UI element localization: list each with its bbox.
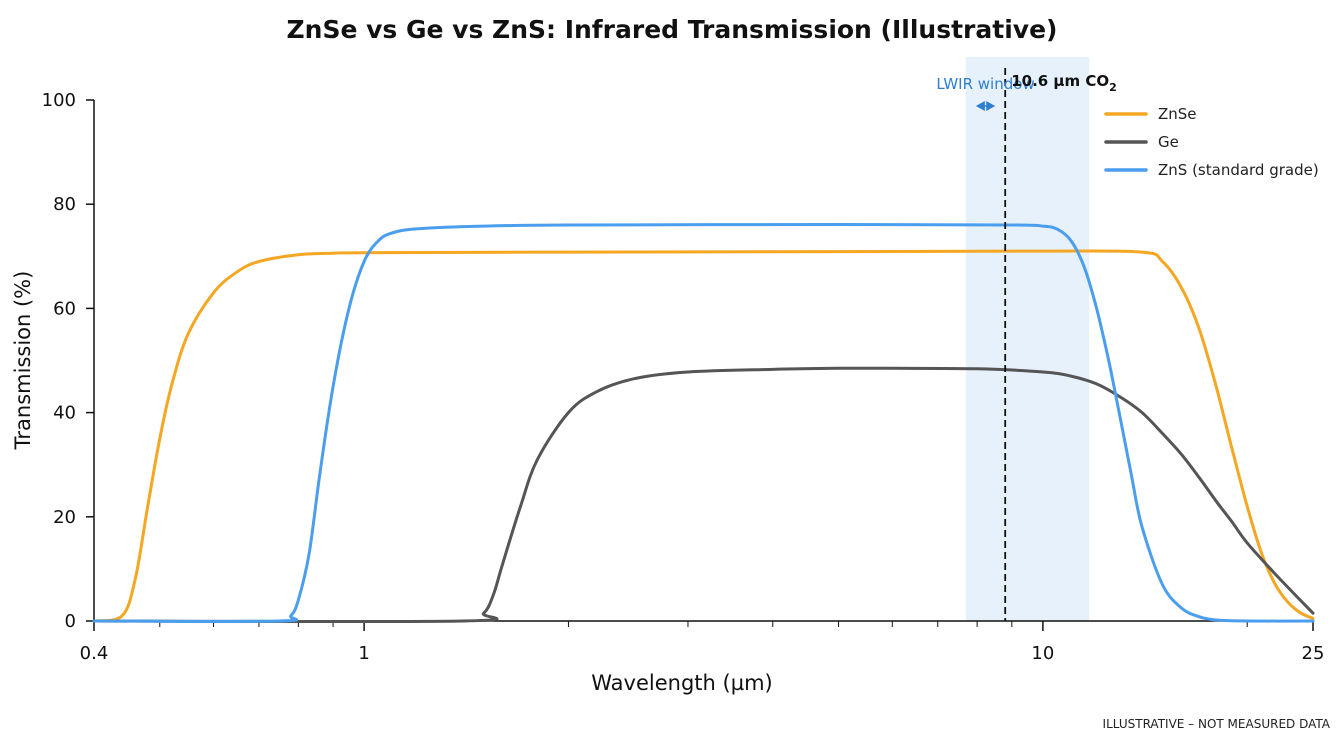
lwir-arrow — [975, 101, 996, 111]
y-axis-ticks: 0 20 40 60 80 100 — [42, 90, 94, 632]
lwir-window-label: LWIR window — [936, 75, 1034, 93]
legend-label: ZnS (standard grade) — [1158, 161, 1319, 179]
chart-title: ZnSe vs Ge vs ZnS: Infrared Transmission… — [287, 15, 1058, 44]
y-tick-label: 100 — [42, 90, 76, 111]
series-lines — [92, 223, 1315, 624]
legend: ZnSe Ge ZnS (standard grade) — [1104, 105, 1319, 179]
x-tick-label: 0.4 — [80, 643, 109, 664]
legend-label: Ge — [1158, 133, 1179, 151]
y-tick-label: 80 — [53, 194, 76, 215]
y-tick-label: 0 — [65, 611, 76, 632]
x-tick-label: 10 — [1031, 643, 1054, 664]
series-line-ge — [92, 366, 1315, 624]
legend-label: ZnSe — [1158, 105, 1197, 123]
x-axis-ticks: 0.4 1 10 25 — [80, 621, 1325, 664]
lwir-band — [965, 57, 1090, 621]
series-line-zns-standard-grade — [92, 223, 1315, 623]
series-line-znse — [92, 249, 1315, 623]
y-axis-label: Transmission (%) — [11, 271, 35, 451]
y-tick-label: 60 — [53, 298, 76, 319]
x-tick-label: 25 — [1302, 643, 1325, 664]
x-axis-label: Wavelength (µm) — [591, 671, 772, 695]
y-tick-label: 40 — [53, 403, 76, 424]
co2-line-label: 10.6 µm CO2 — [1011, 72, 1117, 94]
x-tick-label: 1 — [358, 643, 369, 664]
y-tick-label: 20 — [53, 507, 76, 528]
footnote: ILLUSTRATIVE – NOT MEASURED DATA — [1103, 717, 1331, 731]
